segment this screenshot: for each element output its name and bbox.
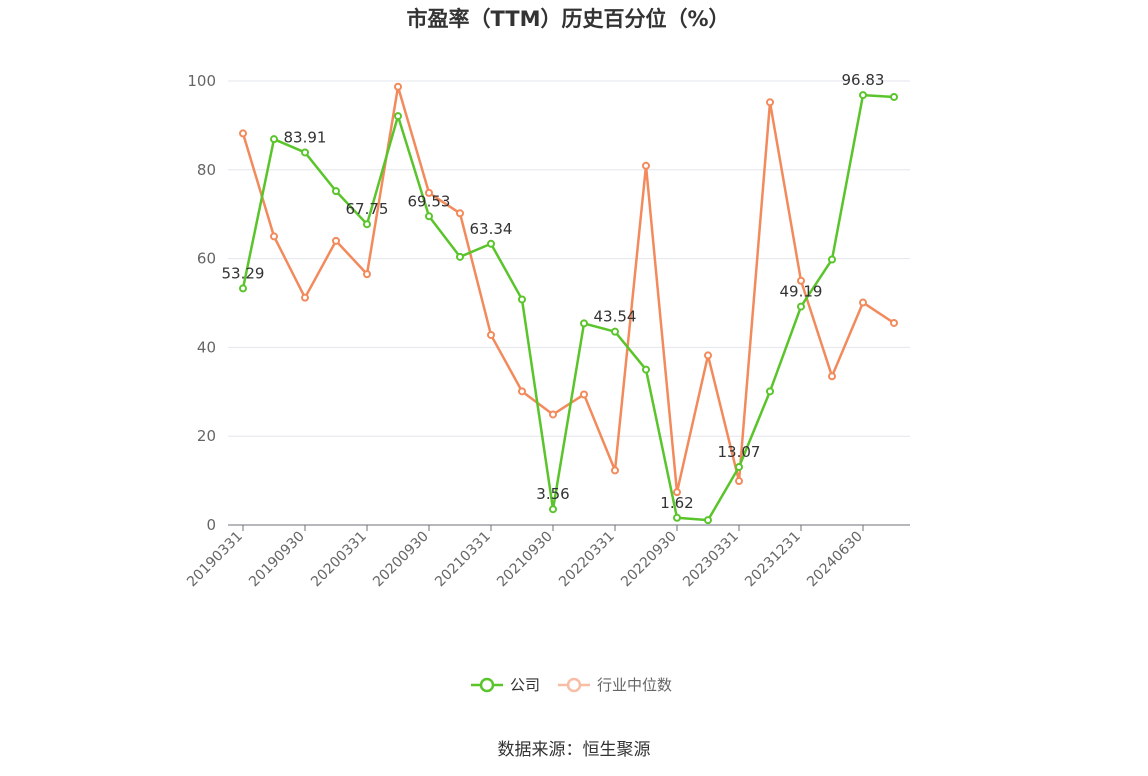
x-tick-label: 20220930 <box>618 529 680 591</box>
data-label: 67.75 <box>346 200 389 218</box>
y-tick-label: 40 <box>197 338 216 356</box>
x-tick-label: 20190331 <box>184 529 246 591</box>
data-label: 43.54 <box>594 308 637 326</box>
y-tick-label: 100 <box>187 72 216 90</box>
data-point[interactable] <box>859 91 867 100</box>
data-point[interactable] <box>580 390 588 399</box>
grid-layer <box>228 80 910 437</box>
data-point[interactable] <box>642 365 650 374</box>
data-point[interactable] <box>890 318 898 327</box>
data-point[interactable] <box>301 293 309 302</box>
legend-marker <box>471 677 503 693</box>
data-point[interactable] <box>456 209 464 218</box>
data-point[interactable] <box>270 135 278 144</box>
data-point[interactable] <box>425 188 433 197</box>
legend-label: 公司 <box>510 676 540 694</box>
legend-label: 行业中位数 <box>597 676 672 694</box>
legend-circle <box>479 677 495 693</box>
series-layer <box>239 82 898 525</box>
data-point[interactable] <box>642 161 650 170</box>
x-tick-label: 20190930 <box>246 529 308 591</box>
data-label: 83.91 <box>284 128 327 146</box>
data-point[interactable] <box>611 327 619 336</box>
y-tick-label: 80 <box>197 161 216 179</box>
data-point[interactable] <box>766 387 774 396</box>
legend-item[interactable]: 公司 <box>471 676 540 694</box>
data-point[interactable] <box>828 372 836 381</box>
axis-layer: 0 20 40 60 80 100 20190331 20190930 20200331 2020… <box>184 72 910 590</box>
data-label: 1.62 <box>660 494 693 512</box>
legend-marker <box>558 677 590 693</box>
data-point[interactable] <box>611 466 619 475</box>
data-point[interactable] <box>859 298 867 307</box>
y-tick-label: 20 <box>197 427 216 445</box>
data-point[interactable] <box>363 220 371 229</box>
data-point[interactable] <box>487 330 495 339</box>
legend-item[interactable]: 行业中位数 <box>558 676 672 694</box>
data-point[interactable] <box>766 98 774 107</box>
legend-circle <box>566 677 582 693</box>
data-point[interactable] <box>735 462 743 471</box>
data-label: 3.56 <box>536 485 569 503</box>
data-point[interactable] <box>239 284 247 293</box>
series-line <box>241 85 895 494</box>
data-point[interactable] <box>797 276 805 285</box>
data-point[interactable] <box>487 239 495 248</box>
legend[interactable]: 公司 行业中位数 <box>471 676 672 694</box>
data-label: 13.07 <box>718 443 761 461</box>
data-point[interactable] <box>239 129 247 138</box>
data-point[interactable] <box>363 270 371 279</box>
x-tick-label: 20240630 <box>804 529 866 591</box>
data-point[interactable] <box>890 92 898 101</box>
data-point[interactable] <box>394 82 402 91</box>
data-point[interactable] <box>270 232 278 241</box>
data-point[interactable] <box>704 351 712 360</box>
data-point[interactable] <box>518 387 526 396</box>
x-tick-label: 20220331 <box>556 529 618 591</box>
data-point[interactable] <box>456 252 464 261</box>
data-point[interactable] <box>425 212 433 221</box>
data-point[interactable] <box>549 505 557 514</box>
data-point[interactable] <box>735 477 743 486</box>
data-point[interactable] <box>394 112 402 121</box>
data-label: 96.83 <box>842 71 885 89</box>
chart-title: 市盈率（TTM）历史百分位（%） <box>406 7 729 31</box>
x-tick-label: 20210930 <box>494 529 556 591</box>
data-point[interactable] <box>332 187 340 196</box>
data-point[interactable] <box>673 488 681 497</box>
data-point[interactable] <box>301 148 309 157</box>
y-tick-label: 60 <box>197 250 216 268</box>
label-layer: 53.29 83.91 67.75 69.53 63.34 3.56 43.54 1.62 13… <box>222 71 885 512</box>
data-point[interactable] <box>332 236 340 245</box>
data-label: 53.29 <box>222 264 265 282</box>
x-tick-label: 20231231 <box>742 529 804 591</box>
data-label: 69.53 <box>408 192 451 210</box>
x-tick-label: 20210331 <box>432 529 494 591</box>
data-label: 63.34 <box>470 220 513 238</box>
data-point[interactable] <box>828 255 836 264</box>
data-source: 数据来源：恒生聚源 <box>498 740 651 760</box>
data-label: 49.19 <box>780 283 823 301</box>
y-tick-label: 0 <box>206 516 216 534</box>
x-tick-label: 20200930 <box>370 529 432 591</box>
data-point[interactable] <box>673 513 681 522</box>
data-point[interactable] <box>704 516 712 525</box>
x-tick-label: 20200331 <box>308 529 370 591</box>
data-point[interactable] <box>797 302 805 311</box>
data-point[interactable] <box>549 410 557 419</box>
data-point[interactable] <box>518 295 526 304</box>
series-line <box>241 93 895 522</box>
x-tick-label: 20230331 <box>680 529 742 591</box>
data-point[interactable] <box>580 319 588 328</box>
